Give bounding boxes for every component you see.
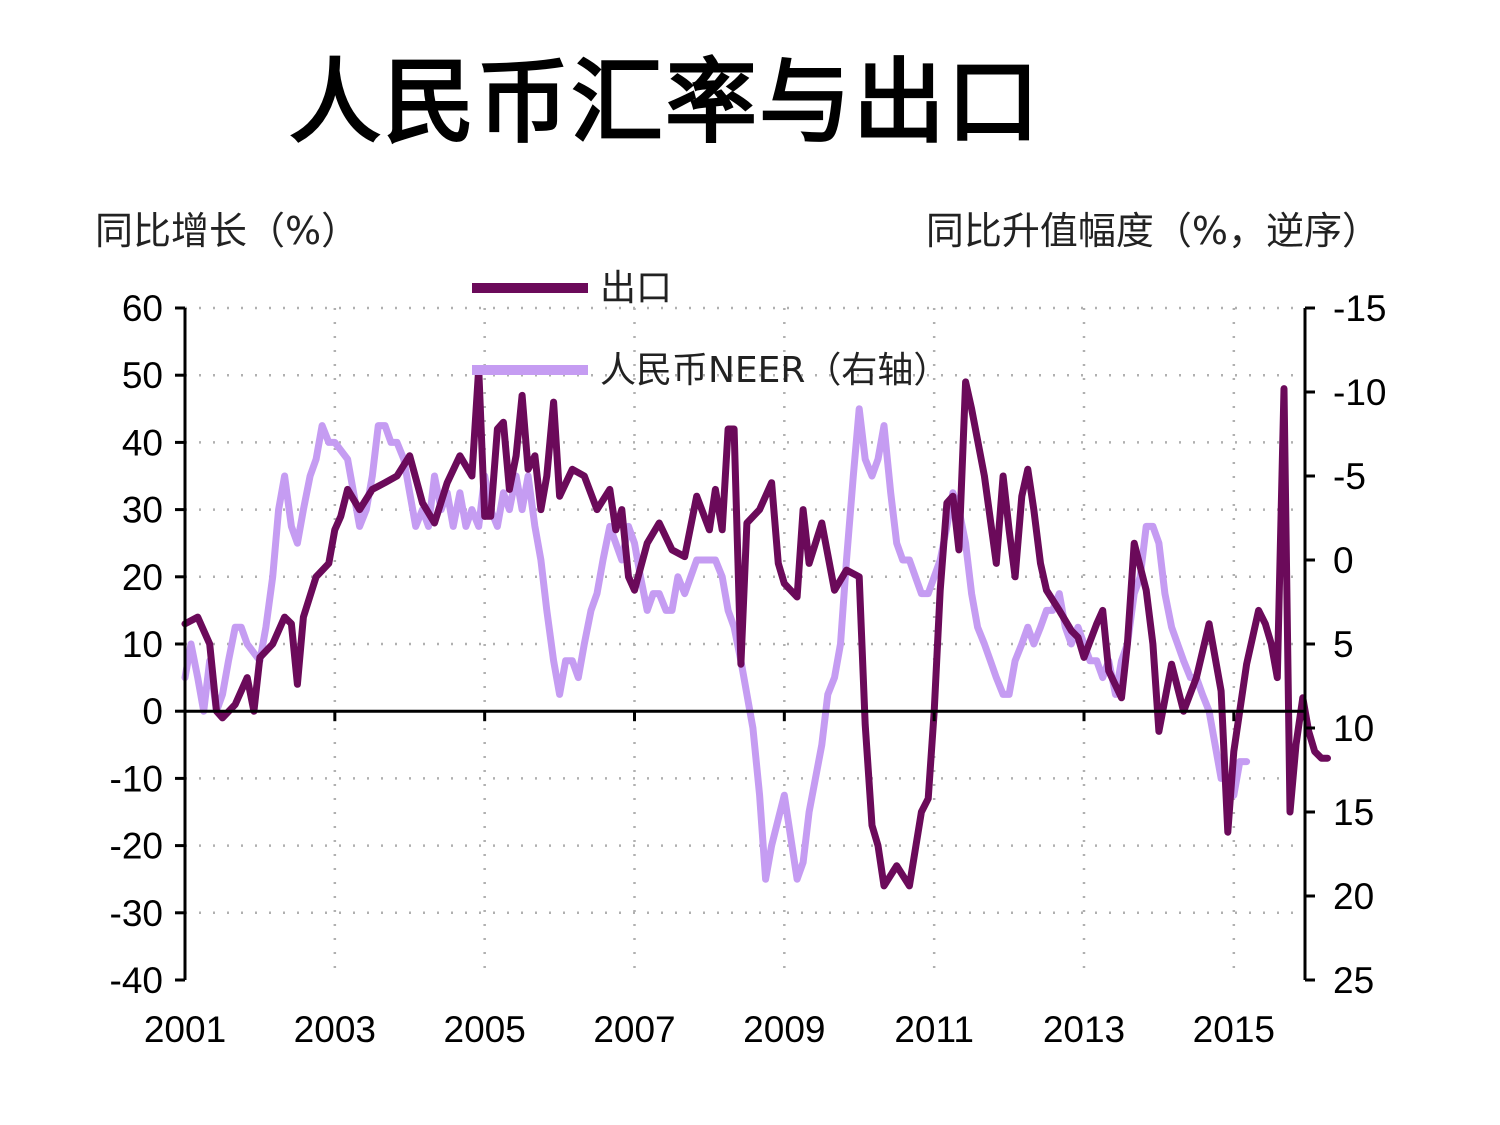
left-tick-label: 10 — [122, 624, 163, 665]
left-tick-label: 0 — [142, 691, 163, 732]
left-tick-label: 30 — [122, 490, 163, 531]
left-tick-label: -40 — [110, 960, 163, 1001]
x-tick-label: 2003 — [294, 1009, 376, 1050]
x-tick-label: 2015 — [1193, 1009, 1275, 1050]
x-tick-label: 2009 — [743, 1009, 825, 1050]
left-tick-label: 20 — [122, 557, 163, 598]
right-tick-label: 20 — [1333, 876, 1374, 917]
left-tick-label: 40 — [122, 422, 163, 463]
x-tick-label: 2007 — [593, 1009, 675, 1050]
left-tick-label: -10 — [110, 758, 163, 799]
right-tick-label: 10 — [1333, 708, 1374, 749]
left-axis-title: 同比增长（%） — [95, 209, 360, 253]
series-layer — [181, 365, 1331, 890]
right-axis-title: 同比升值幅度（%，逆序） — [925, 209, 1380, 253]
x-tick-labels: 2001 2003 2005 2007 2009 2011 2013 2015 — [144, 1009, 1275, 1050]
right-tick-label: -10 — [1333, 372, 1386, 413]
x-tick-label: 2001 — [144, 1009, 226, 1050]
left-tick-label: -30 — [110, 893, 163, 934]
left-tick-labels: 60 50 40 30 20 10 0 -10 -20 -30 -40 — [110, 288, 163, 1001]
right-tick-label: 15 — [1333, 792, 1374, 833]
left-tick-label: -20 — [110, 826, 163, 867]
left-tick-label: 60 — [122, 288, 163, 329]
right-tick-label: 5 — [1333, 624, 1354, 665]
axes — [175, 306, 1315, 982]
right-tick-label: -15 — [1333, 288, 1386, 329]
legend-label: 出口 — [600, 268, 672, 309]
left-tick-label: 50 — [122, 355, 163, 396]
right-tick-label: 25 — [1333, 960, 1374, 1001]
chart-title: 人民币汇率与出口 — [288, 48, 1041, 156]
right-tick-label: -5 — [1333, 456, 1366, 497]
x-tick-label: 2011 — [894, 1009, 974, 1050]
x-tick-label: 2013 — [1043, 1009, 1125, 1050]
x-tick-label: 2005 — [444, 1009, 526, 1050]
legend-label: 人民币NEER（右轴） — [600, 350, 949, 391]
right-tick-label: 0 — [1333, 540, 1354, 581]
right-tick-labels: -15 -10 -5 0 5 10 15 20 25 — [1333, 288, 1386, 1001]
series-line-export — [181, 365, 1331, 890]
